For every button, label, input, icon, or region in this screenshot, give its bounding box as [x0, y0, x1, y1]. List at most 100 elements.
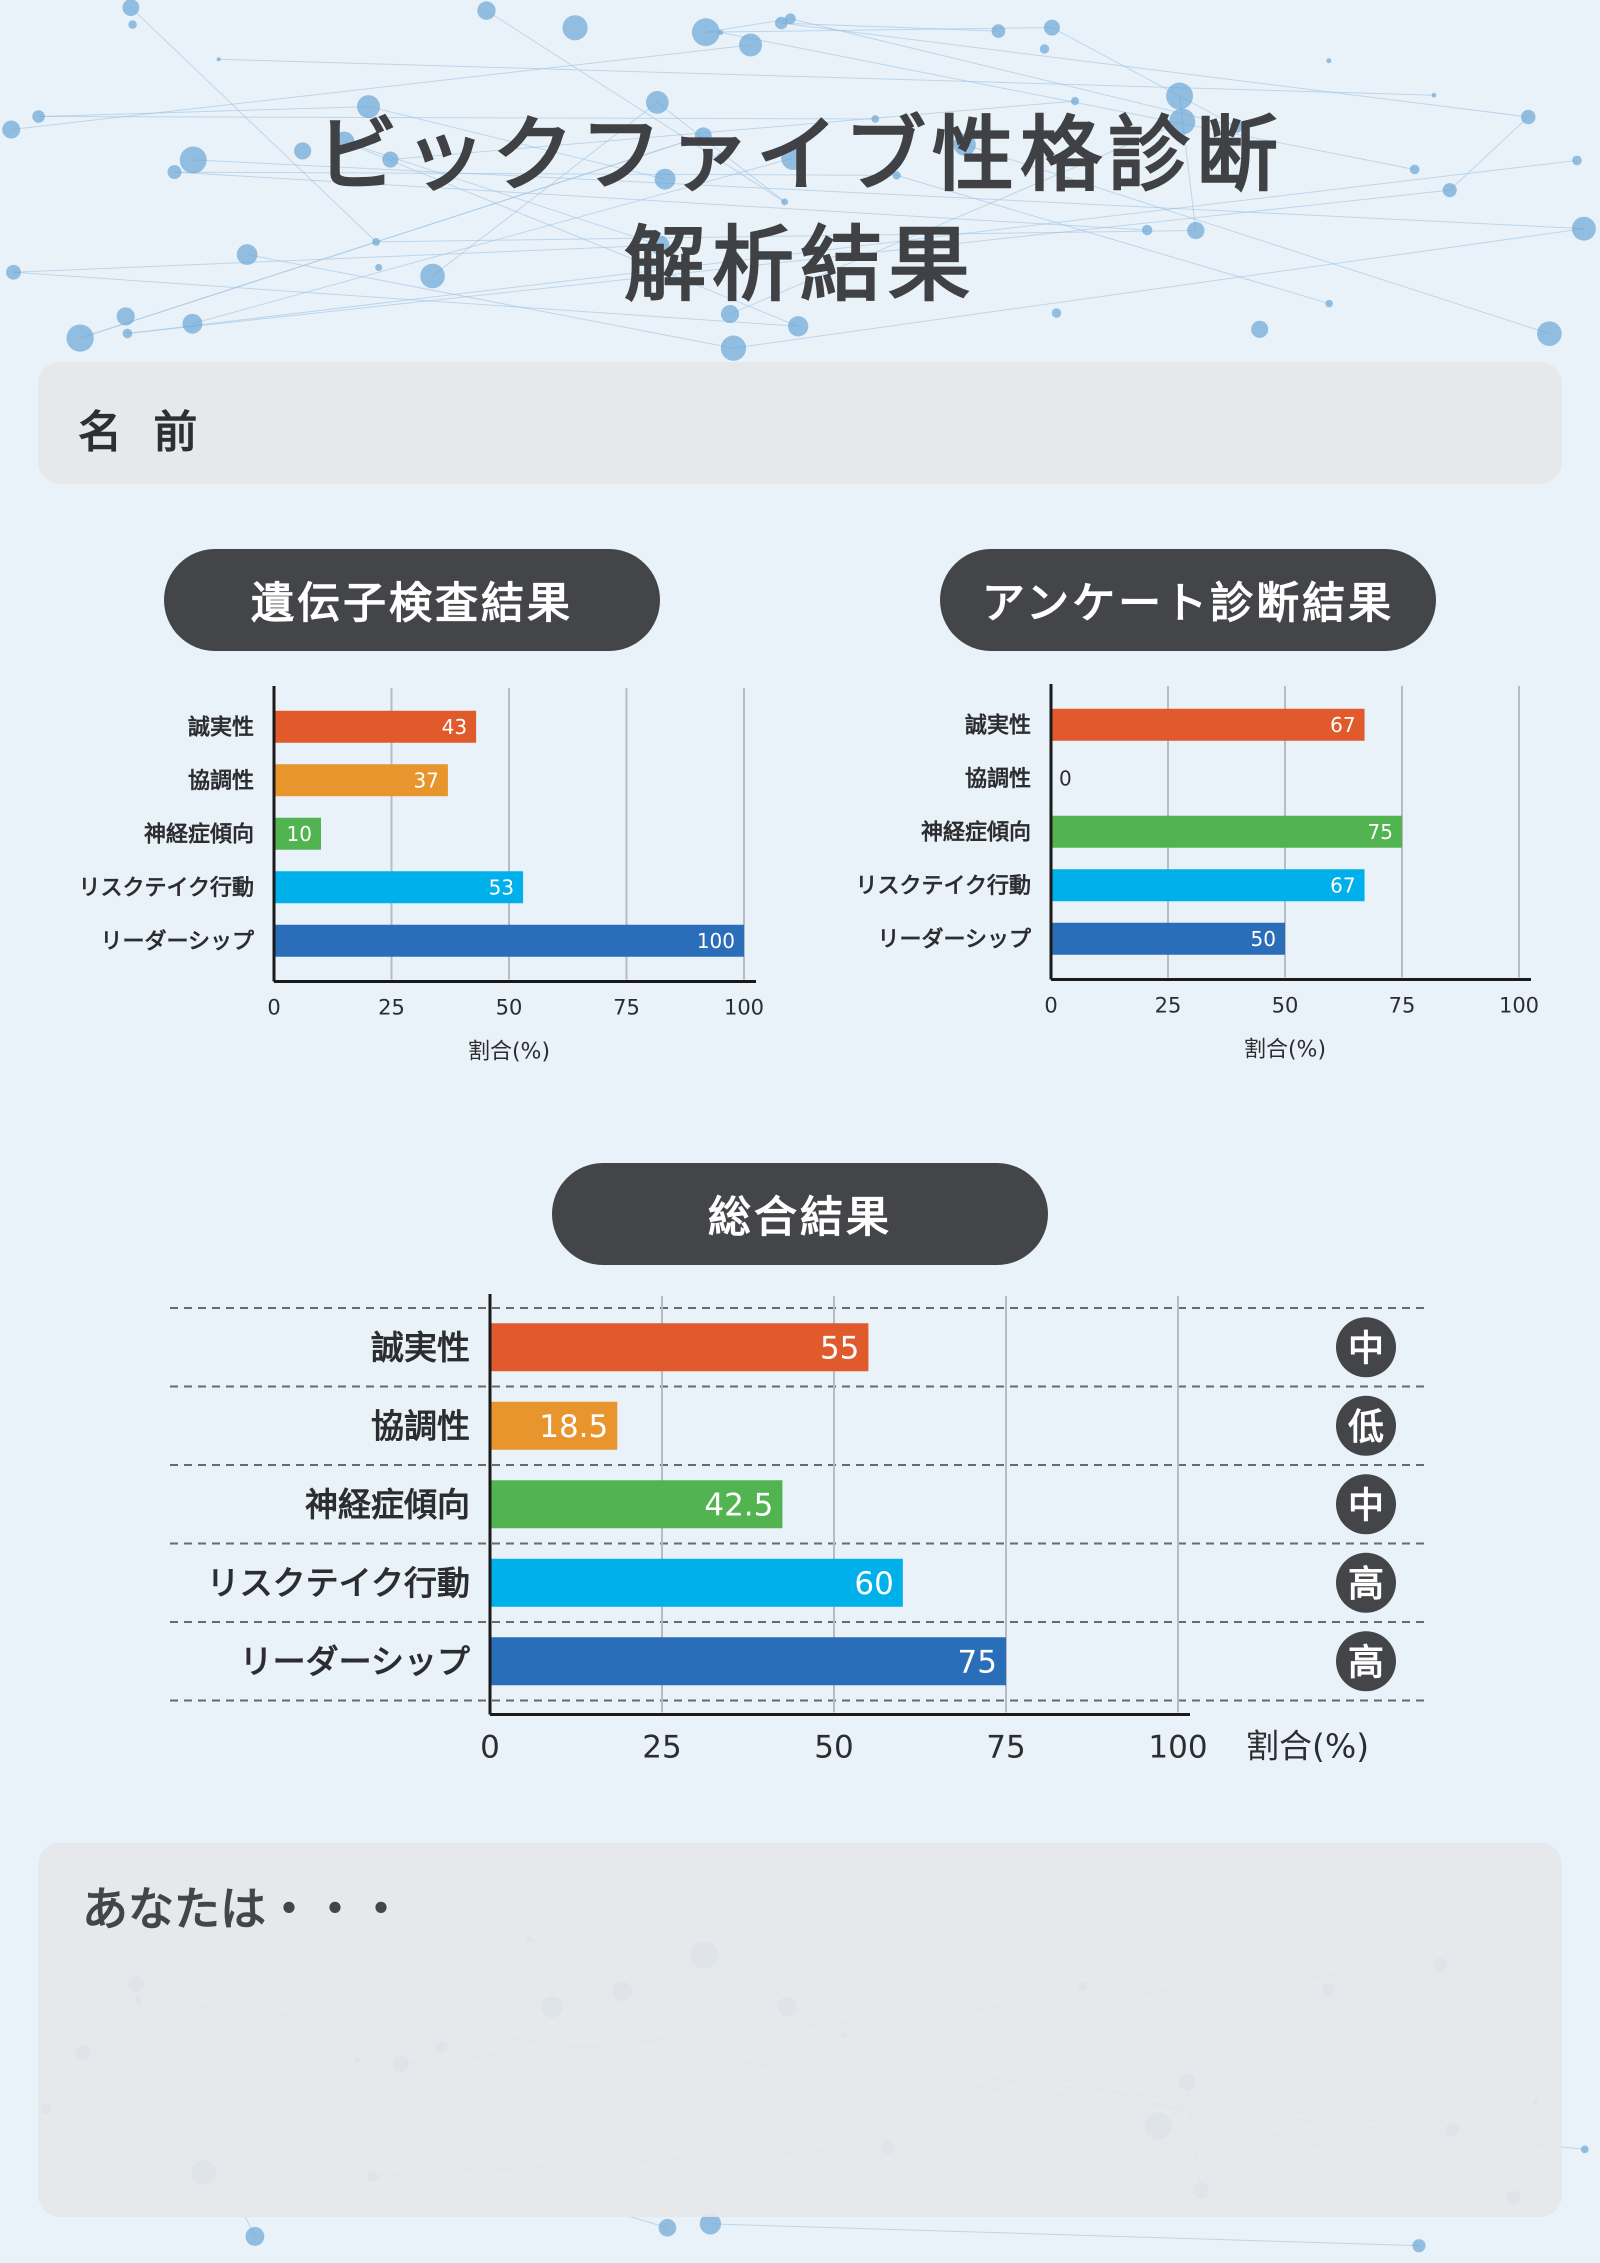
- x-axis-label: 割合(%): [468, 1040, 550, 1065]
- overall-section-heading: 総合結果: [552, 1163, 1048, 1265]
- network-line: [781, 22, 999, 32]
- network-node: [739, 33, 763, 57]
- network-node: [116, 307, 135, 326]
- value-label: 75: [958, 1644, 997, 1680]
- network-node: [775, 16, 788, 30]
- survey-section-heading: アンケート診断結果: [940, 549, 1436, 651]
- value-label: 60: [854, 1566, 893, 1602]
- network-node: [781, 198, 789, 206]
- network-node: [1326, 58, 1332, 64]
- network-line: [729, 121, 1183, 315]
- bar: [274, 817, 321, 850]
- network-line: [1449, 116, 1529, 191]
- summary-box: あなたは・・・: [38, 1843, 1562, 2217]
- value-label: 75: [1368, 820, 1393, 844]
- network-node: [1412, 2239, 1426, 2253]
- value-label: 0: [1059, 766, 1072, 790]
- value-label: 50: [1251, 927, 1276, 951]
- network-node: [66, 324, 94, 352]
- network-node: [1169, 108, 1196, 135]
- network-node: [372, 238, 381, 246]
- level-badge: [1336, 1552, 1396, 1613]
- network-node: [1141, 224, 1153, 236]
- x-tick-label: 50: [814, 1730, 853, 1766]
- network-node: [785, 13, 796, 25]
- network-node: [420, 263, 445, 289]
- name-label: 名 前: [78, 407, 206, 458]
- value-label: 10: [287, 822, 312, 846]
- level-badge: [1336, 1474, 1396, 1535]
- network-node: [691, 18, 720, 47]
- network-line: [344, 141, 799, 327]
- network-line: [486, 10, 785, 203]
- network-node: [182, 313, 203, 334]
- category-label: リーダーシップ: [240, 1642, 471, 1681]
- category-label: 協調性: [371, 1407, 470, 1446]
- value-label: 55: [820, 1330, 859, 1366]
- network-node: [1230, 120, 1243, 133]
- level-badge-label: 高: [1348, 1564, 1384, 1605]
- value-label: 18.5: [539, 1409, 608, 1445]
- x-tick-label: 0: [1044, 994, 1057, 1018]
- network-node: [991, 24, 1006, 38]
- network-node: [357, 95, 380, 119]
- network-line: [130, 7, 377, 243]
- x-tick-label: 75: [986, 1730, 1025, 1766]
- bar: [274, 764, 448, 797]
- bar: [490, 1637, 1006, 1686]
- network-node: [1521, 109, 1536, 125]
- network-node: [720, 335, 747, 361]
- gene-chart: 誠実性 43 協調性 37 神経症傾向 10 リスクテイク行動 53 リーダーシップ 100 0 25…: [78, 686, 764, 1065]
- x-tick-label: 0: [480, 1730, 500, 1766]
- network-node: [294, 142, 312, 160]
- network-node: [699, 2213, 722, 2235]
- network-line: [247, 254, 734, 349]
- level-badge: [1336, 1395, 1396, 1456]
- network-node: [382, 151, 399, 168]
- network-line: [657, 102, 785, 203]
- value-label: 67: [1330, 873, 1355, 897]
- x-axis-label: 割合(%): [1246, 1727, 1369, 1766]
- category-label: 誠実性: [188, 715, 254, 741]
- survey-chart: 誠実性 67 協調性 0 神経症傾向 75 リスクテイク行動 67 リーダーシップ 50 0 25 50…: [855, 684, 1539, 1063]
- x-tick-label: 25: [1155, 994, 1182, 1018]
- network-node: [216, 57, 221, 62]
- bar: [274, 924, 744, 957]
- category-label: 神経症傾向: [305, 1485, 470, 1524]
- category-label: 協調性: [188, 768, 254, 794]
- bar: [1051, 815, 1402, 848]
- network-line: [368, 106, 666, 180]
- network-node: [720, 304, 740, 324]
- name-field[interactable]: 名 前: [38, 362, 1562, 484]
- category-label: 神経症傾向: [144, 822, 254, 848]
- network-line: [790, 18, 1237, 128]
- network-line: [38, 106, 369, 118]
- value-label: 67: [1330, 713, 1355, 737]
- network-node: [1043, 19, 1060, 36]
- network-line: [781, 22, 1529, 118]
- network-node: [645, 91, 669, 114]
- x-axis-label: 割合(%): [1244, 1038, 1326, 1063]
- network-node: [1571, 216, 1596, 241]
- network-node: [122, 0, 140, 17]
- network-node: [245, 2227, 265, 2246]
- network-node: [788, 316, 809, 337]
- network-node: [658, 2218, 677, 2237]
- network-node: [375, 263, 383, 272]
- bar: [490, 1480, 783, 1529]
- category-label: リーダーシップ: [100, 929, 255, 955]
- x-tick-label: 75: [613, 996, 640, 1020]
- network-node: [1070, 97, 1080, 106]
- network-node: [1166, 82, 1194, 110]
- network-node: [1580, 2145, 1589, 2154]
- network-line: [174, 171, 897, 176]
- network-line: [192, 157, 794, 325]
- gene-section-heading: 遺伝子検査結果: [164, 549, 660, 651]
- bar: [490, 1558, 903, 1607]
- bar: [274, 871, 524, 904]
- bar: [1051, 869, 1365, 902]
- network-node: [694, 127, 712, 145]
- x-tick-label: 75: [1389, 994, 1416, 1018]
- network-node: [179, 146, 207, 174]
- network-line: [174, 171, 1148, 231]
